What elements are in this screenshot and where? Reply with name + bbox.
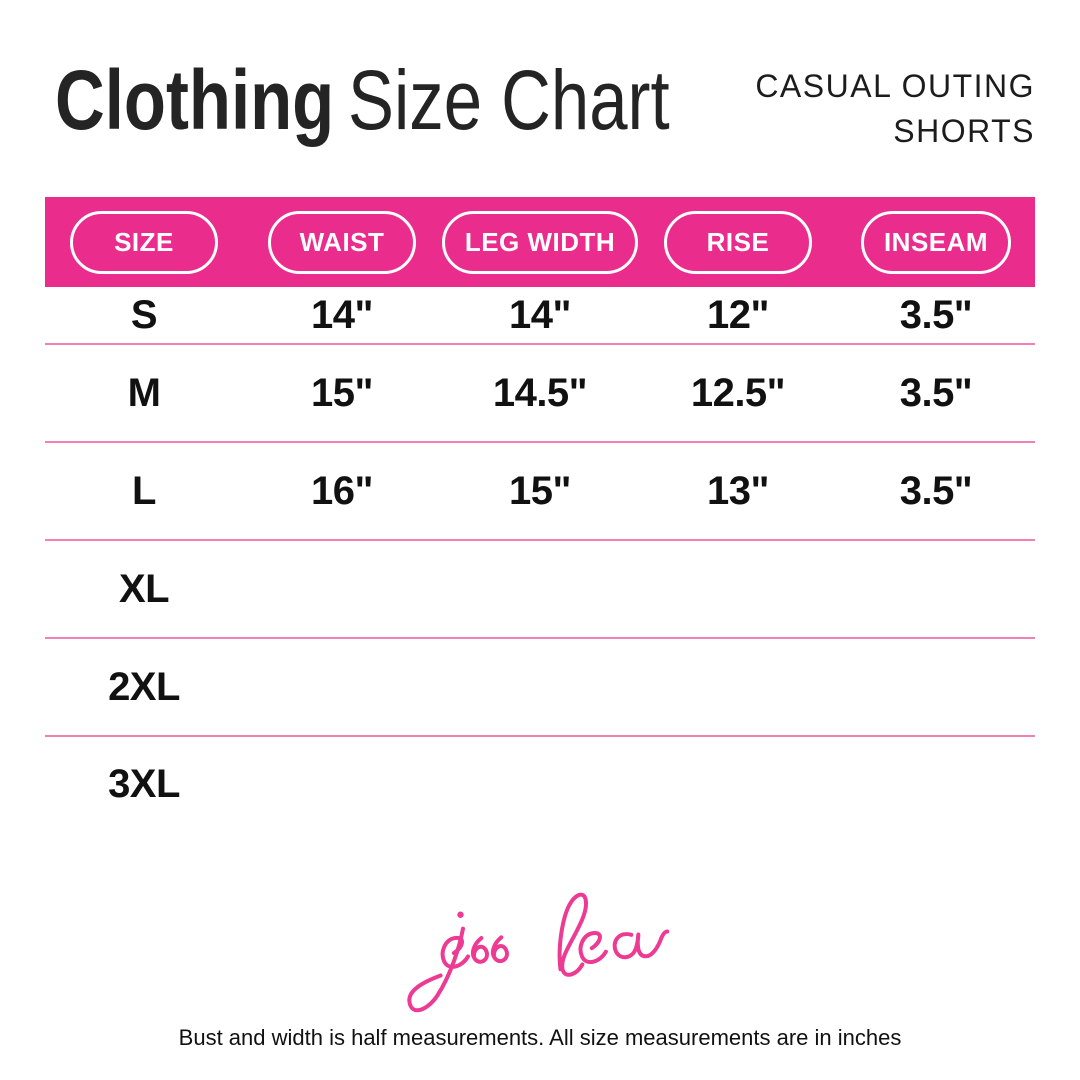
page-title: Clothing Size Chart — [55, 58, 670, 142]
column-header-pill-rise: RISE — [664, 210, 812, 274]
cell-inseam: 3.5" — [899, 468, 973, 513]
table-row-3xl: 3XL — [45, 737, 1035, 832]
table-row-2xl: 2XL — [45, 639, 1035, 737]
measurement-note: Bust and width is half measurements. All… — [178, 1025, 902, 1050]
cell-size: M — [127, 370, 161, 415]
cell-size: S — [130, 292, 158, 337]
cell-size: XL — [118, 566, 170, 611]
column-header-pill-leg-width: LEG WIDTH — [441, 210, 639, 274]
table-row-xl: XL — [45, 541, 1035, 639]
title-product-word: Clothing — [55, 53, 335, 147]
size-table-header: SIZE WAIST LEG WIDTH RISE INSEAM — [45, 197, 1035, 287]
column-header-pill-waist: WAIST — [268, 210, 416, 274]
column-inseam: INSEAM — [837, 210, 1035, 274]
cell-size: L — [132, 468, 156, 513]
column-waist: WAIST — [243, 210, 441, 274]
product-name-line1: CASUAL OUTING — [755, 68, 1035, 104]
cell-waist: 15" — [311, 370, 373, 415]
cell-leg-width: 14" — [509, 292, 571, 337]
cell-inseam: 3.5" — [899, 292, 973, 337]
product-name-line2: SHORTS — [893, 113, 1035, 149]
column-header-pill-inseam: INSEAM — [860, 210, 1012, 274]
cell-leg-width: 14.5" — [492, 370, 588, 415]
cell-size: 2XL — [108, 664, 180, 709]
cell-rise: 13" — [707, 468, 769, 513]
logo-svg — [407, 892, 670, 1013]
cell-waist: 16" — [311, 468, 373, 513]
column-leg-width: LEG WIDTH — [441, 210, 639, 274]
cell-inseam: 3.5" — [899, 370, 973, 415]
table-row-s: S 14" 14" 12" 3.5" — [45, 287, 1035, 345]
product-name: CASUAL OUTING SHORTS — [755, 64, 1035, 154]
table-row-l: L 16" 15" 13" 3.5" — [45, 443, 1035, 541]
column-header-pill-size: SIZE — [70, 210, 218, 274]
cell-rise: 12" — [707, 292, 769, 337]
size-table: SIZE WAIST LEG WIDTH RISE INSEAM S 14" 1… — [45, 197, 1035, 832]
title-suffix: Size Chart — [348, 53, 670, 147]
column-size: SIZE — [45, 210, 243, 274]
cell-leg-width: 15" — [509, 468, 571, 513]
cell-size: 3XL — [108, 762, 180, 806]
column-rise: RISE — [639, 210, 837, 274]
cell-waist: 14" — [311, 292, 373, 337]
table-row-m: M 15" 14.5" 12.5" 3.5" — [45, 345, 1035, 443]
cell-rise: 12.5" — [690, 370, 786, 415]
jess-lea-logo-script — [390, 886, 690, 1021]
